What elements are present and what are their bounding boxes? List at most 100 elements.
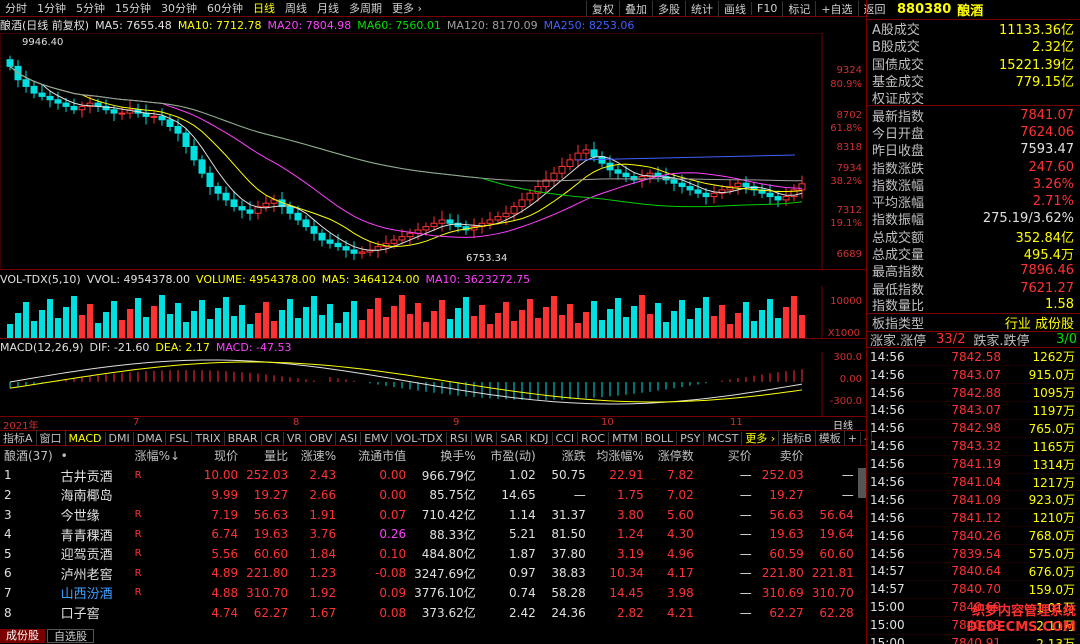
tick-volume: 1314万 bbox=[1032, 457, 1075, 472]
column-header[interactable]: 量比 bbox=[264, 449, 289, 464]
toolbar-action-1[interactable]: 叠加 bbox=[619, 0, 652, 17]
toolbar-action-0[interactable]: 复权 bbox=[586, 0, 619, 17]
column-header[interactable]: • bbox=[60, 448, 68, 463]
indicator-tab-17[interactable]: KDJ bbox=[527, 431, 553, 445]
stock-name[interactable]: 古井贡酒 bbox=[60, 469, 113, 485]
toolbar-action-3[interactable]: 统计 bbox=[685, 0, 718, 17]
scrollbar-thumb[interactable] bbox=[858, 468, 866, 498]
indicator-tab-5[interactable]: FSL bbox=[166, 431, 193, 445]
stock-name[interactable]: 海南椰岛 bbox=[60, 489, 113, 505]
toolbar-action-8[interactable]: 返回 bbox=[857, 0, 891, 17]
period-0[interactable]: 分时 bbox=[5, 2, 27, 15]
indicator-tab-26[interactable]: 模板 bbox=[816, 430, 845, 446]
period-10[interactable]: 更多 › bbox=[392, 2, 422, 15]
cell: 310.70 bbox=[246, 585, 289, 600]
indicator-tab-18[interactable]: CCI bbox=[553, 431, 579, 445]
tab-watchlist[interactable]: 自选股 bbox=[47, 629, 94, 643]
table-row[interactable]: 5 迎驾贡酒 R 5.56 60.60 1.84 0.10 484.80亿 1.87 37.80 3… bbox=[0, 544, 858, 564]
period-7[interactable]: 周线 bbox=[285, 2, 307, 15]
stock-name[interactable]: 今世缘 bbox=[60, 509, 100, 525]
tick-row: 14:56 7840.26 768.0万 bbox=[867, 527, 1080, 546]
toolbar-action-7[interactable]: +自选 bbox=[815, 0, 857, 17]
cell: — bbox=[739, 546, 752, 561]
stock-name[interactable]: 泸州老窖 bbox=[60, 567, 113, 583]
indicator-tab-0[interactable]: 指标A bbox=[0, 430, 37, 446]
column-header[interactable]: 流通市值 bbox=[358, 449, 407, 464]
toolbar-action-2[interactable]: 多股 bbox=[652, 0, 685, 17]
stock-name[interactable]: 青青稞酒 bbox=[60, 528, 113, 544]
period-8[interactable]: 月线 bbox=[317, 2, 339, 15]
indicator-tab-10[interactable]: OBV bbox=[306, 431, 337, 445]
cell: 7.82 bbox=[667, 468, 694, 483]
indicator-tab-11[interactable]: ASI bbox=[336, 431, 362, 445]
column-header[interactable]: 卖价 bbox=[779, 449, 804, 464]
table-row[interactable]: 8 口子窖 4.74 62.27 1.67 0.08 373.62亿 2.42 24.36 2.8… bbox=[0, 603, 858, 623]
table-row[interactable]: 7 山西汾酒 R 4.88 310.70 1.92 0.09 3776.10亿 0.74 58.2… bbox=[0, 583, 858, 603]
indicator-tab-28[interactable]: - bbox=[861, 431, 872, 445]
indicator-tab-2[interactable]: MACD bbox=[66, 431, 106, 445]
daily-label[interactable]: 日线 bbox=[833, 421, 853, 432]
period-1[interactable]: 1分钟 bbox=[37, 2, 66, 15]
table-row[interactable]: 2 海南椰岛 9.99 19.27 2.66 0.00 85.75亿 14.65 — 1.75 7.… bbox=[0, 485, 858, 505]
candlestick-chart[interactable]: 9324 80.9% 8702 61.8% 8318 7934 38.2% 7312 19.1%… bbox=[0, 33, 866, 270]
stock-name[interactable]: 山西汾酒 bbox=[60, 587, 113, 603]
column-header[interactable]: 均涨幅% bbox=[596, 449, 644, 464]
indicator-tab-3[interactable]: DMI bbox=[106, 431, 134, 445]
indicator-tab-24[interactable]: 更多 › bbox=[742, 430, 780, 446]
column-header[interactable]: 酿酒(37) bbox=[4, 449, 53, 464]
toolbar-action-4[interactable]: 画线 bbox=[718, 0, 751, 17]
indicator-tab-1[interactable]: 窗口 bbox=[37, 430, 66, 446]
table-row[interactable]: 6 泸州老窖 R 4.89 221.80 1.23 -0.08 3247.69亿 0.97 38.… bbox=[0, 564, 858, 584]
period-5[interactable]: 60分钟 bbox=[207, 2, 243, 15]
column-header[interactable]: 市盈(动) bbox=[490, 449, 536, 464]
table-row[interactable]: 4 青青稞酒 R 6.74 19.63 3.76 0.26 88.33亿 5.21 81.50 1.… bbox=[0, 524, 858, 544]
cell: 3776.10亿 bbox=[414, 586, 476, 601]
cell: 38.83 bbox=[551, 566, 586, 581]
indicator-tab-6[interactable]: TRIX bbox=[192, 431, 225, 445]
tick-row: 14:56 7843.07 915.0万 bbox=[867, 366, 1080, 385]
indicator-tab-4[interactable]: DMA bbox=[134, 431, 167, 445]
stat-label: A股成交 bbox=[872, 23, 920, 39]
column-header[interactable]: 换手% bbox=[440, 449, 476, 464]
macd-chart[interactable]: 300.0 0.00 -300.0 bbox=[0, 352, 866, 416]
indicator-tab-9[interactable]: VR bbox=[284, 431, 307, 445]
period-9[interactable]: 多周期 bbox=[349, 2, 382, 15]
tab-constituents[interactable]: 成份股 bbox=[0, 629, 45, 643]
indicator-tab-16[interactable]: SAR bbox=[497, 431, 527, 445]
cell: 0.09 bbox=[379, 585, 407, 600]
indicator-tab-15[interactable]: WR bbox=[472, 431, 498, 445]
toolbar-action-5[interactable]: F10 bbox=[751, 2, 782, 15]
margin-flag: R bbox=[134, 528, 142, 540]
column-header[interactable]: 涨速% bbox=[300, 449, 337, 464]
indicator-tab-22[interactable]: PSY bbox=[677, 431, 705, 445]
indicator-tab-23[interactable]: MCST bbox=[704, 431, 743, 445]
period-3[interactable]: 15分钟 bbox=[115, 2, 151, 15]
cell: — bbox=[573, 487, 586, 502]
indicator-tab-7[interactable]: BRAR bbox=[225, 431, 262, 445]
tick-row: 14:56 7841.09 923.0万 bbox=[867, 491, 1080, 510]
volume-chart[interactable]: 10000 X1000 bbox=[0, 286, 866, 338]
indicator-tab-20[interactable]: MTM bbox=[609, 431, 642, 445]
stock-name[interactable]: 迎驾贡酒 bbox=[60, 548, 113, 564]
table-row[interactable]: 1 古井贡酒 R 10.00 252.03 2.43 0.00 966.79亿 1.02 50.7… bbox=[0, 466, 858, 486]
table-row[interactable]: 3 今世缘 R 7.19 56.63 1.91 0.07 710.42亿 1.14 31.37 3.… bbox=[0, 505, 858, 525]
index-name: 酿酒 bbox=[957, 4, 984, 19]
indicator-tab-25[interactable]: 指标B bbox=[779, 430, 816, 446]
column-header[interactable]: 涨幅%↓ bbox=[134, 449, 181, 464]
indicator-tab-8[interactable]: CR bbox=[262, 431, 284, 445]
column-header[interactable]: 涨跌 bbox=[561, 449, 586, 464]
toolbar-action-6[interactable]: 标记 bbox=[782, 0, 815, 17]
column-header[interactable]: 现价 bbox=[214, 449, 239, 464]
column-header[interactable]: 买价 bbox=[727, 449, 752, 464]
stock-name[interactable]: 口子窖 bbox=[60, 607, 100, 623]
indicator-tab-27[interactable]: + bbox=[845, 431, 861, 445]
period-6[interactable]: 日线 bbox=[253, 2, 275, 15]
indicator-tab-14[interactable]: RSI bbox=[447, 431, 472, 445]
period-4[interactable]: 30分钟 bbox=[161, 2, 197, 15]
period-2[interactable]: 5分钟 bbox=[76, 2, 105, 15]
indicator-tab-21[interactable]: BOLL bbox=[642, 431, 678, 445]
column-header[interactable]: 涨停数 bbox=[657, 449, 694, 464]
indicator-tab-13[interactable]: VOL-TDX bbox=[392, 431, 447, 445]
indicator-tab-19[interactable]: ROC bbox=[578, 431, 610, 445]
indicator-tab-12[interactable]: EMV bbox=[361, 431, 393, 445]
